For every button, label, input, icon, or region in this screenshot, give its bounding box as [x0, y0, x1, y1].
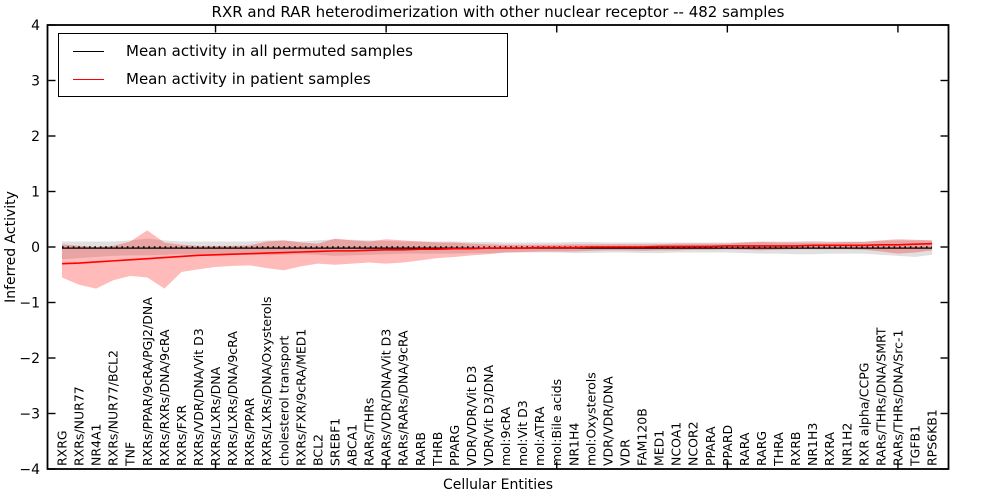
x-tick-label: RXRs/LXRs/DNA/9cRA: [225, 331, 240, 466]
x-tick-label: TNF: [123, 442, 138, 467]
x-tick-label: ABCA1: [345, 424, 360, 466]
y-tick-label: 2: [31, 129, 40, 145]
x-tick-label: RARs/THRs/DNA/Src-1: [890, 330, 905, 466]
x-tick-label: RARs/RARs/DNA/9cRA: [396, 330, 411, 466]
legend-line-swatch-black: [73, 50, 104, 52]
x-tick-label: RXRs/RXRs/DNA/9cRA: [157, 329, 172, 466]
x-tick-label: RXRs/VDR/DNA/Vit D3: [191, 328, 206, 466]
x-axis-title: Cellular Entities: [442, 477, 554, 493]
x-tick-label: RXRs/FXR/9cRA/MED1: [293, 329, 308, 466]
x-tick-label: RXRs/PPAR/9cRA/PGJ2/DNA: [140, 297, 155, 466]
x-tick-label: cholesterol transport: [276, 335, 291, 466]
y-axis-title: Inferred Activity: [3, 191, 19, 303]
x-tick-label: RXRA: [822, 432, 837, 466]
x-tick-label: mol:ATRA: [532, 406, 547, 466]
y-tick-label: −2: [19, 351, 40, 367]
x-tick-label: RARG: [754, 431, 769, 466]
x-tick-label: RXRs/PPAR: [242, 398, 257, 466]
legend-item-permuted: Mean activity in all permuted samples: [59, 41, 507, 60]
legend: Mean activity in all permuted samples Me…: [58, 33, 508, 97]
y-tick-label: 0: [31, 240, 40, 256]
x-tick-label: RARA: [737, 432, 752, 466]
y-tick-label: 3: [31, 74, 40, 90]
x-tick-label: RXRB: [788, 431, 803, 466]
y-tick-label: −3: [19, 407, 40, 423]
x-tick-label: NR4A1: [89, 424, 104, 467]
permuted-samples-range-band: [62, 238, 933, 260]
patient-samples-range-band: [62, 230, 933, 289]
x-tick-label: RXRs/LXRs/DNA: [208, 366, 223, 466]
x-tick-label: mol:Oxysterols: [583, 372, 598, 466]
x-tick-label: RARs/THRs: [362, 398, 377, 466]
x-tick-label: VDR/VDR/Vit D3: [464, 366, 479, 466]
x-tick-label: NR1H2: [839, 423, 854, 466]
x-tick-label: PPARG: [447, 425, 462, 466]
x-tick-label: RXRs/LXRs/DNA/Oxysterols: [259, 296, 274, 466]
x-tick-label: MED1: [652, 430, 667, 466]
y-tick-label: −1: [19, 296, 40, 312]
y-tick-label: −4: [19, 462, 40, 478]
x-tick-label: PPARA: [703, 426, 718, 466]
y-tick-label: 1: [31, 185, 40, 201]
x-tick-label: RXRs/NUR77/BCL2: [106, 350, 121, 466]
x-tick-label: PPARD: [720, 425, 735, 466]
legend-label-permuted: Mean activity in all permuted samples: [126, 41, 413, 60]
x-tick-label: RARs/VDR/DNA/Vit D3: [379, 329, 394, 466]
x-tick-label: RXRs/NUR77: [72, 386, 87, 466]
x-tick-label: THRB: [430, 432, 445, 467]
y-tick-label: 4: [31, 18, 40, 34]
x-tick-label: mol:Bile acids: [549, 379, 564, 466]
chart-title: RXR and RAR heterodimerization with othe…: [211, 3, 785, 21]
x-tick-label: NCOR2: [686, 421, 701, 466]
x-tick-label: mol:Vit D3: [515, 400, 530, 466]
x-tick-label: NR1H4: [566, 423, 581, 466]
x-tick-label: VDR/VDR/DNA: [600, 376, 615, 466]
x-tick-label: RARs/THRs/DNA/SMRT: [873, 327, 888, 466]
x-tick-label: VDR: [617, 439, 632, 466]
x-tick-label: SREBF1: [327, 418, 342, 466]
x-tick-label: THRA: [771, 432, 786, 467]
x-tick-label: TGFB1: [908, 425, 923, 467]
x-tick-label: VDR/Vit D3/DNA: [481, 365, 496, 466]
x-tick-label: FAM120B: [635, 408, 650, 466]
legend-line-swatch-red: [73, 78, 104, 80]
x-tick-label: RPS6KB1: [925, 409, 940, 466]
x-tick-label: RXRs/FXR: [174, 405, 189, 466]
x-tick-label: NR1H3: [805, 423, 820, 466]
patient-mean-line: [61, 242, 933, 265]
x-tick-label: NCOA1: [669, 422, 684, 466]
x-tick-label: RXRG: [55, 430, 70, 466]
x-tick-label: BCL2: [310, 434, 325, 466]
legend-item-patient: Mean activity in patient samples: [59, 69, 507, 88]
legend-label-patient: Mean activity in patient samples: [126, 69, 371, 88]
x-tick-label: RXR alpha/CCPG: [856, 363, 871, 466]
plot-border: [46, 24, 950, 470]
x-tick-label: mol:9cRA: [498, 406, 513, 466]
x-tick-label: RARB: [413, 432, 428, 466]
